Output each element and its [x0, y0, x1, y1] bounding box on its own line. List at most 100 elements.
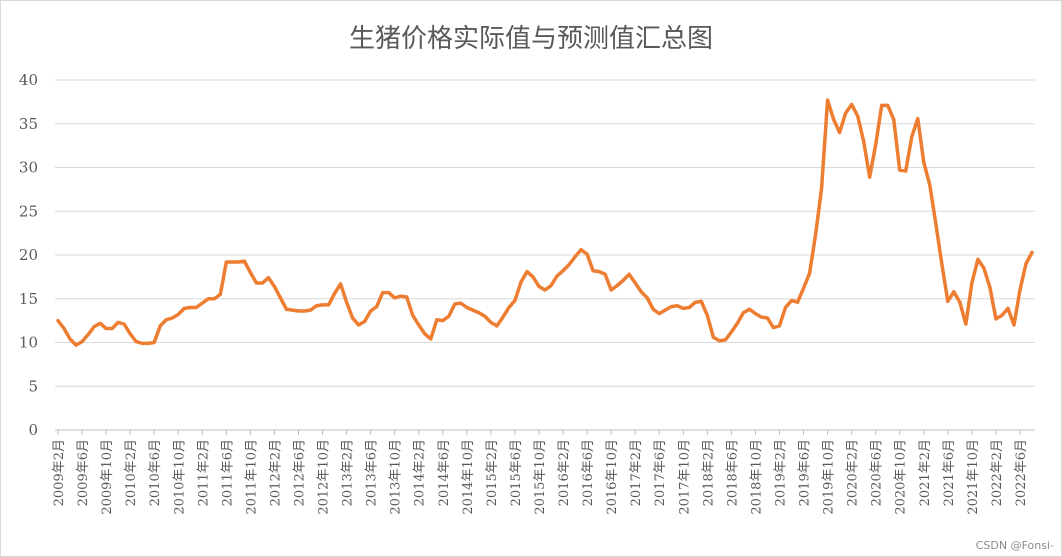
data-point [621, 278, 625, 282]
data-point [723, 338, 727, 342]
x-tick-label: 2016年10月 [605, 439, 620, 515]
data-point [140, 341, 144, 345]
data-point [850, 103, 854, 106]
y-tick-label: 40 [19, 71, 38, 89]
data-point [447, 314, 451, 318]
data-point [122, 322, 126, 326]
data-point [309, 308, 313, 312]
data-point [333, 292, 337, 295]
data-point [164, 318, 168, 322]
data-point [970, 281, 974, 285]
data-point [80, 340, 84, 344]
data-point [266, 276, 270, 280]
x-tick-label: 2010年2月 [124, 439, 139, 506]
data-point [964, 322, 968, 326]
data-point [886, 103, 890, 107]
data-point [92, 325, 96, 329]
data-point [260, 281, 264, 285]
data-point [68, 337, 72, 341]
x-tick-label: 2011年2月 [196, 439, 211, 506]
x-tick-label: 2014年10月 [461, 439, 476, 515]
data-point [651, 307, 655, 311]
data-point [717, 339, 721, 343]
x-tick-label: 2019年6月 [798, 439, 813, 506]
data-point [585, 252, 589, 256]
data-point [1000, 313, 1004, 317]
x-tick-label: 2020年10月 [894, 439, 909, 515]
data-point [904, 169, 908, 173]
data-point [1006, 306, 1010, 310]
data-point [796, 300, 800, 304]
x-tick-label: 2022年6月 [1014, 439, 1029, 506]
y-tick-label: 0 [28, 421, 38, 439]
data-point [290, 308, 294, 312]
data-point [212, 297, 216, 301]
data-point [158, 324, 162, 328]
x-tick-label: 2017年10月 [677, 439, 692, 515]
data-point [399, 294, 403, 298]
data-point [194, 306, 198, 309]
x-tick-label: 2019年2月 [773, 439, 788, 506]
y-tick-label: 5 [28, 377, 38, 395]
data-point [224, 260, 228, 264]
y-tick-label: 20 [19, 246, 38, 264]
data-point [910, 135, 914, 139]
data-point [711, 335, 715, 339]
data-point [489, 320, 493, 324]
data-point [808, 271, 812, 275]
data-point [669, 305, 673, 309]
data-point [615, 284, 619, 288]
data-point [597, 270, 601, 274]
data-point [1030, 250, 1034, 254]
data-point [369, 309, 373, 313]
data-point [146, 341, 150, 345]
x-tick-label: 2010年6月 [148, 439, 163, 506]
data-point [297, 309, 300, 313]
data-point [633, 281, 637, 285]
data-point [958, 300, 962, 304]
data-point [645, 296, 649, 300]
data-point [351, 316, 355, 320]
data-point [303, 309, 307, 313]
data-point [327, 303, 331, 307]
x-tick-label: 2017年2月 [629, 439, 644, 506]
data-point [555, 274, 559, 278]
data-point [934, 222, 938, 225]
data-point [922, 160, 926, 164]
x-tick-label: 2015年6月 [509, 439, 524, 506]
data-point [826, 98, 830, 102]
data-point [856, 114, 860, 118]
data-point [657, 312, 661, 316]
data-point [278, 296, 282, 300]
x-tick-label: 2015年10月 [533, 439, 548, 515]
data-point [188, 306, 192, 309]
data-point [862, 139, 866, 143]
data-point [687, 306, 691, 309]
data-point [441, 319, 445, 323]
data-point [952, 290, 956, 294]
watermark-text: CSDN @Fonsi- [975, 539, 1054, 552]
data-point [844, 111, 848, 115]
data-point [663, 308, 667, 312]
x-tick-label: 2013年10月 [389, 439, 404, 515]
data-point [573, 255, 577, 259]
data-point [609, 288, 613, 292]
data-point [543, 288, 547, 292]
y-tick-label: 10 [19, 334, 38, 352]
data-point [525, 270, 529, 274]
data-point [393, 296, 397, 300]
x-tick-label: 2009年6月 [76, 439, 91, 506]
x-tick-label: 2019年10月 [822, 439, 837, 515]
data-point [988, 285, 992, 289]
data-point [639, 290, 643, 294]
data-point [627, 272, 631, 276]
data-point [741, 311, 745, 315]
data-point [976, 257, 980, 261]
data-point [898, 168, 902, 172]
data-point [375, 305, 379, 309]
data-point [501, 315, 505, 319]
data-point [248, 271, 252, 274]
data-point [417, 323, 421, 327]
data-point [699, 299, 703, 303]
